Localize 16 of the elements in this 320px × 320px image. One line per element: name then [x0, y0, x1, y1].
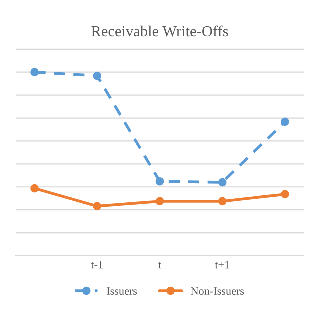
legend-label: Issuers [107, 288, 138, 296]
point [218, 178, 227, 187]
x-tick-label: t+1 [215, 261, 230, 269]
point [156, 197, 164, 206]
point [218, 197, 227, 206]
point [281, 190, 290, 199]
point [156, 177, 164, 186]
chart-title: Receivable Write-Offs [92, 26, 228, 37]
x-tick-label: t-1 [91, 261, 103, 269]
point [93, 202, 102, 211]
x-tick-label: t [158, 262, 162, 269]
point [30, 184, 39, 193]
point [281, 118, 290, 126]
legend-label: Non-Issuers [191, 288, 244, 296]
point [30, 68, 39, 77]
point [93, 72, 102, 80]
